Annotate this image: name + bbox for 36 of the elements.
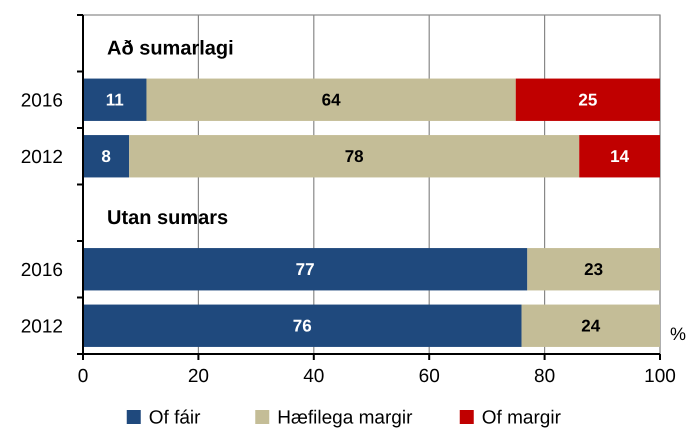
x-tick-label: 0 [78, 366, 88, 387]
legend-label: Hæfilega margir [277, 408, 414, 429]
bar [83, 304, 522, 347]
y-tick-label: 2012 [20, 316, 63, 338]
x-axis-title: % [670, 324, 686, 344]
x-tick-label: 20 [188, 366, 209, 387]
bar [146, 78, 516, 121]
data-label: 14 [610, 147, 630, 166]
x-tick-label: 100 [644, 366, 676, 387]
data-label: 24 [581, 316, 601, 336]
legend-label: Of fáir [148, 408, 202, 429]
bar [83, 248, 528, 290]
data-label: 11 [106, 90, 124, 110]
data-label: 8 [101, 147, 111, 166]
data-label: 76 [292, 316, 312, 336]
bar [129, 135, 580, 178]
y-tick-label: 2016 [20, 260, 63, 281]
data-label: 78 [344, 147, 364, 166]
bar [522, 304, 660, 347]
bar [83, 78, 146, 121]
bar [83, 135, 130, 178]
bar [527, 248, 660, 290]
data-label: 25 [578, 90, 598, 110]
bar [579, 135, 660, 178]
data-label: 23 [584, 260, 604, 280]
y-tick-label: 2012 [20, 146, 63, 168]
data-label: 77 [296, 260, 315, 280]
legend-label: Of margir [482, 408, 562, 429]
annotation: Utan sumars [107, 206, 228, 229]
y-tick-label: 2016 [20, 90, 63, 112]
x-tick-label: 80 [534, 366, 556, 387]
x-tick-label: 40 [303, 366, 324, 387]
data-label: 64 [322, 90, 342, 110]
annotation: Að sumarlagi [107, 37, 234, 60]
bar [516, 78, 660, 121]
x-tick-label: 60 [418, 366, 440, 387]
